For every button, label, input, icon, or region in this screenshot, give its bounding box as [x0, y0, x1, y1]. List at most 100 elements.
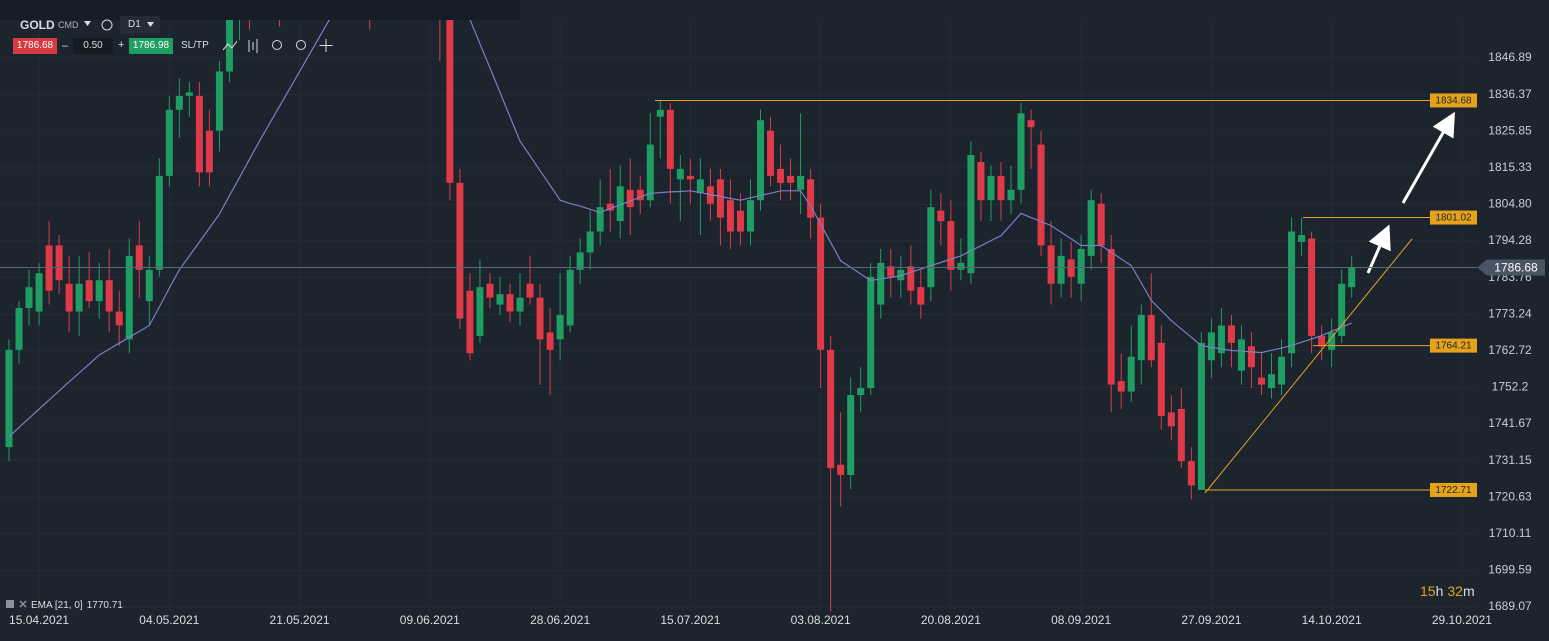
candle-body — [486, 283, 494, 298]
candle-body — [957, 262, 965, 270]
candle-body — [566, 269, 574, 326]
x-tick-label: 29.10.2021 — [1432, 613, 1492, 627]
timeframe-box[interactable] — [120, 16, 160, 34]
candle-body — [1097, 203, 1105, 246]
candle-body — [937, 210, 945, 222]
y-tick-label: 1762.72 — [1488, 343, 1532, 357]
candle-body — [1167, 412, 1175, 427]
symbol[interactable]: GOLD — [20, 18, 55, 32]
candle-body — [65, 283, 73, 312]
candle-body — [857, 388, 865, 396]
timer-hours: 15 — [1420, 583, 1436, 599]
candle-body — [446, 20, 454, 183]
candle-body — [1187, 461, 1195, 486]
level-label: 1722.71 — [1435, 485, 1472, 496]
candle-body — [1127, 356, 1135, 392]
level-label: 1834.68 — [1435, 96, 1472, 107]
x-tick-label: 27.09.2021 — [1181, 613, 1241, 627]
candle-body — [115, 311, 123, 326]
candle-body — [807, 179, 815, 218]
y-tick-label: 1710.11 — [1489, 526, 1532, 540]
timer-minutes: 32 — [1447, 583, 1463, 599]
candle-body — [1288, 231, 1296, 354]
candle-body — [85, 280, 93, 302]
x-tick-label: 20.08.2021 — [921, 613, 981, 627]
x-tick-label: 03.08.2021 — [791, 613, 851, 627]
plus-button[interactable]: + — [118, 39, 125, 51]
candle-body — [777, 168, 785, 183]
candle-body — [95, 280, 103, 302]
candle-body — [596, 207, 604, 232]
candle-body — [215, 71, 223, 131]
y-tick-label: 1836.37 — [1488, 87, 1532, 101]
move-tool[interactable] — [319, 39, 333, 52]
candle-body — [877, 262, 885, 305]
candle-body — [997, 175, 1005, 201]
candle-body — [666, 109, 674, 169]
zoom-out[interactable] — [272, 40, 282, 50]
zoom-in[interactable] — [296, 40, 306, 50]
candle-body — [646, 144, 654, 201]
candle-body — [185, 92, 193, 96]
indicator-remove[interactable] — [19, 600, 27, 608]
candle-body — [205, 130, 213, 173]
candle-body — [1197, 342, 1205, 490]
x-tick-label: 09.06.2021 — [400, 613, 460, 627]
timer: 15h 32m — [1420, 583, 1475, 599]
candle-body — [656, 109, 664, 117]
candle-body — [55, 245, 63, 281]
candle-body — [676, 168, 684, 180]
timeframe[interactable]: D1 — [128, 19, 141, 30]
candle-body — [155, 175, 163, 270]
x-tick-label: 15.04.2021 — [9, 613, 69, 627]
candle-body — [907, 266, 915, 291]
candle-body — [576, 252, 584, 270]
y-tick-label: 1731.15 — [1488, 453, 1532, 467]
candle-body — [757, 120, 764, 201]
candle-body — [546, 332, 554, 350]
candle-body — [466, 290, 474, 354]
candle-body — [716, 179, 724, 218]
candle-body — [1348, 267, 1356, 288]
candle-body — [817, 217, 825, 350]
info-icon[interactable] — [101, 19, 113, 31]
sl-tp[interactable]: SL/TP — [181, 40, 209, 51]
candle-body — [977, 161, 985, 201]
candle-body — [606, 203, 614, 211]
candle-body — [927, 207, 935, 288]
y-tick-label: 1699.59 — [1488, 563, 1532, 577]
candle-body — [827, 349, 835, 469]
candle-body — [45, 245, 53, 291]
x-tick-label: 15.07.2021 — [660, 613, 720, 627]
bid-price[interactable]: 1786.68 — [13, 38, 57, 54]
ask-price[interactable]: 1786.98 — [129, 38, 173, 54]
y-tick-label: 1825.85 — [1488, 123, 1532, 137]
trend-line — [1204, 238, 1413, 494]
candle-body — [195, 95, 203, 173]
toolbar-background — [0, 0, 520, 20]
candle-body — [767, 130, 775, 176]
candle-body — [1278, 356, 1286, 385]
candle-body — [1037, 144, 1045, 246]
bars-tool[interactable] — [248, 39, 258, 53]
candle-body — [456, 182, 464, 319]
candle-body — [967, 155, 975, 274]
level-label-box — [1430, 338, 1477, 353]
candle-body — [1268, 374, 1276, 389]
x-tick-label: 14.10.2021 — [1302, 613, 1362, 627]
candle-body — [1227, 325, 1235, 343]
caret[interactable] — [147, 22, 154, 27]
minus-button[interactable]: – — [62, 40, 69, 52]
plot-area — [5, 20, 1356, 612]
candle-body — [837, 464, 845, 476]
y-tick-label: 1794.28 — [1488, 233, 1532, 247]
candle-body — [165, 109, 173, 176]
indicator-icon[interactable] — [6, 600, 14, 608]
caret[interactable] — [84, 21, 91, 26]
line-tool[interactable] — [222, 40, 238, 51]
candle-body — [1117, 381, 1125, 392]
candle-body — [35, 273, 43, 312]
y-tick-label: 1741.67 — [1488, 416, 1532, 430]
level-label: 1764.21 — [1435, 341, 1472, 352]
candle-body — [476, 287, 484, 336]
